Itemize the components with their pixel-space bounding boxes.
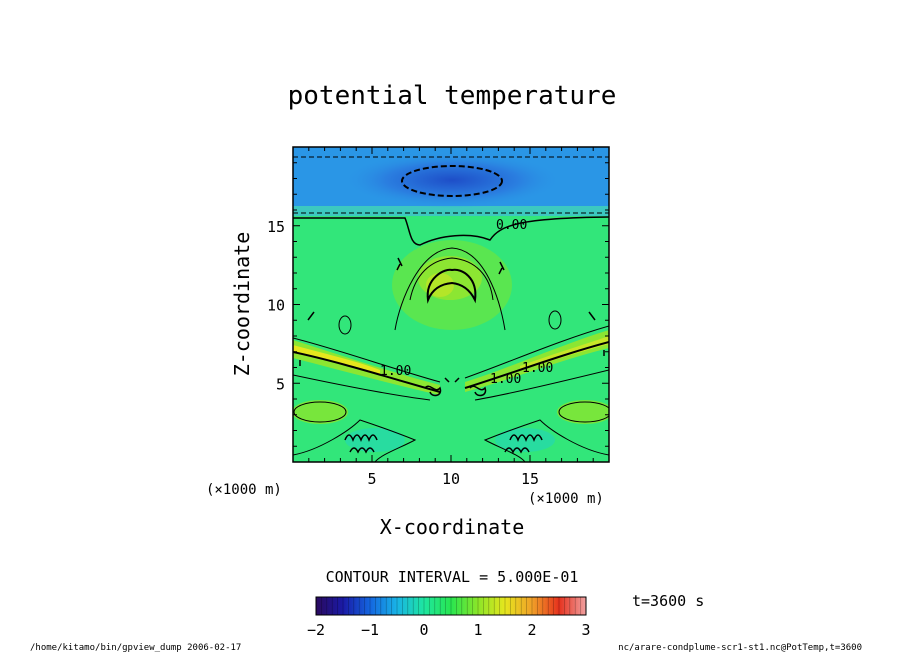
colorbar-tick-labels: −2 −1 0 1 2 3 <box>307 621 591 639</box>
contour-low-left <box>293 401 347 423</box>
contour-arch-mid <box>409 257 494 301</box>
y-tick-label: 10 <box>267 297 285 315</box>
field-warm-low-left <box>293 400 348 424</box>
contour-side-left <box>338 315 352 335</box>
contour-lines <box>293 156 609 462</box>
contour-low-right <box>558 401 609 423</box>
footer-right: nc/arare-condplume-scr1-st1.nc@PotTemp,t… <box>618 643 862 653</box>
heatmap-field <box>293 147 609 462</box>
field-warm-low-right <box>557 400 609 424</box>
colorbar-tick-label: 2 <box>527 621 536 639</box>
y-axis-label: Z-coordinate <box>230 232 254 377</box>
y-tick-label: 5 <box>276 375 285 393</box>
field-hot-band-left <box>293 345 380 375</box>
colorbar-tick-label: −2 <box>307 621 325 639</box>
x-tick-label: 10 <box>442 470 460 488</box>
contour-band-right-a <box>464 325 609 379</box>
field-cool-base-right <box>495 428 555 452</box>
contour-band-left-b <box>293 351 441 393</box>
contour-base-left <box>293 419 417 462</box>
x-tick-label: 5 <box>367 470 376 488</box>
contour-arch-outer <box>394 247 506 331</box>
contour-band-lower-right <box>474 369 609 401</box>
colorbar-tick-label: −1 <box>361 621 379 639</box>
contour-small-left <box>299 257 403 366</box>
axis-ticks <box>293 147 609 462</box>
colorbar-divisions <box>321 597 581 615</box>
colorbar-tick-label: 1 <box>473 621 482 639</box>
tick-labels: 5 10 15 5 10 15 <box>267 218 539 488</box>
contour-side-right <box>548 310 562 330</box>
contour-interval: CONTOUR INTERVAL = 5.000E-01 <box>326 568 579 586</box>
contour-label: 1.00 <box>522 361 553 376</box>
x-axis-label: X-coordinate <box>380 515 525 539</box>
contour-band-right-b <box>464 341 609 389</box>
field-upper-transition <box>293 206 609 216</box>
y-tick-label: 15 <box>267 218 285 236</box>
contour-zero <box>293 216 609 246</box>
y-unit-label: (×1000 m) <box>206 482 282 498</box>
field-cool-base-left <box>345 428 405 452</box>
contour-arch-inner <box>426 268 477 304</box>
contour-band-left-a <box>293 337 441 383</box>
contour-base-curls-left <box>344 434 378 454</box>
contour-label: 1.00 <box>490 372 521 387</box>
contour-label: 0.00 <box>496 218 527 233</box>
colorbar <box>315 596 587 616</box>
time-label: t=3600 s <box>632 592 704 610</box>
footer-left: /home/kitamo/bin/gpview_dump 2006-02-17 <box>30 643 241 653</box>
contour-dashed-core <box>401 165 503 197</box>
x-tick-label: 15 <box>521 470 539 488</box>
contour-band-lower-left <box>293 374 431 401</box>
contour-base-right <box>483 419 609 462</box>
contour-label: 1.00 <box>380 364 411 379</box>
contour-center-knots <box>424 377 487 397</box>
colorbar-tick-label: 0 <box>419 621 428 639</box>
contour-base-curls-right <box>504 434 543 454</box>
colorbar-tick-label: 3 <box>581 621 590 639</box>
x-unit-label: (×1000 m) <box>528 491 604 507</box>
field-upper-core <box>342 152 562 208</box>
chart-title: potential temperature <box>288 81 617 111</box>
contour-small-right <box>498 261 605 356</box>
